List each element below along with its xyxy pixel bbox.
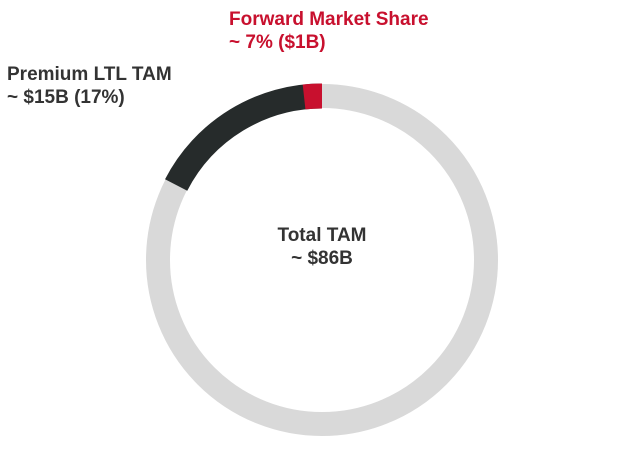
premium-ltl-tam-value: ~ $15B (17%)	[7, 87, 125, 108]
slice-forward-market-share	[302, 83, 323, 110]
forward-market-share-value: ~ 7% ($1B)	[229, 32, 326, 53]
slice-premium-ltl-tam	[165, 83, 323, 191]
premium-ltl-tam-label: Premium LTL TAM ~ $15B (17%)	[7, 63, 172, 109]
forward-market-share-label: Forward Market Share ~ 7% ($1B)	[229, 8, 429, 54]
total-tam-label: Total TAM ~ $86B	[278, 224, 367, 270]
total-tam-title: Total TAM	[277, 225, 367, 246]
forward-market-share-title: Forward Market Share	[229, 9, 429, 30]
total-tam-value: ~ $86B	[291, 248, 353, 269]
premium-ltl-tam-title: Premium LTL TAM	[7, 64, 172, 85]
